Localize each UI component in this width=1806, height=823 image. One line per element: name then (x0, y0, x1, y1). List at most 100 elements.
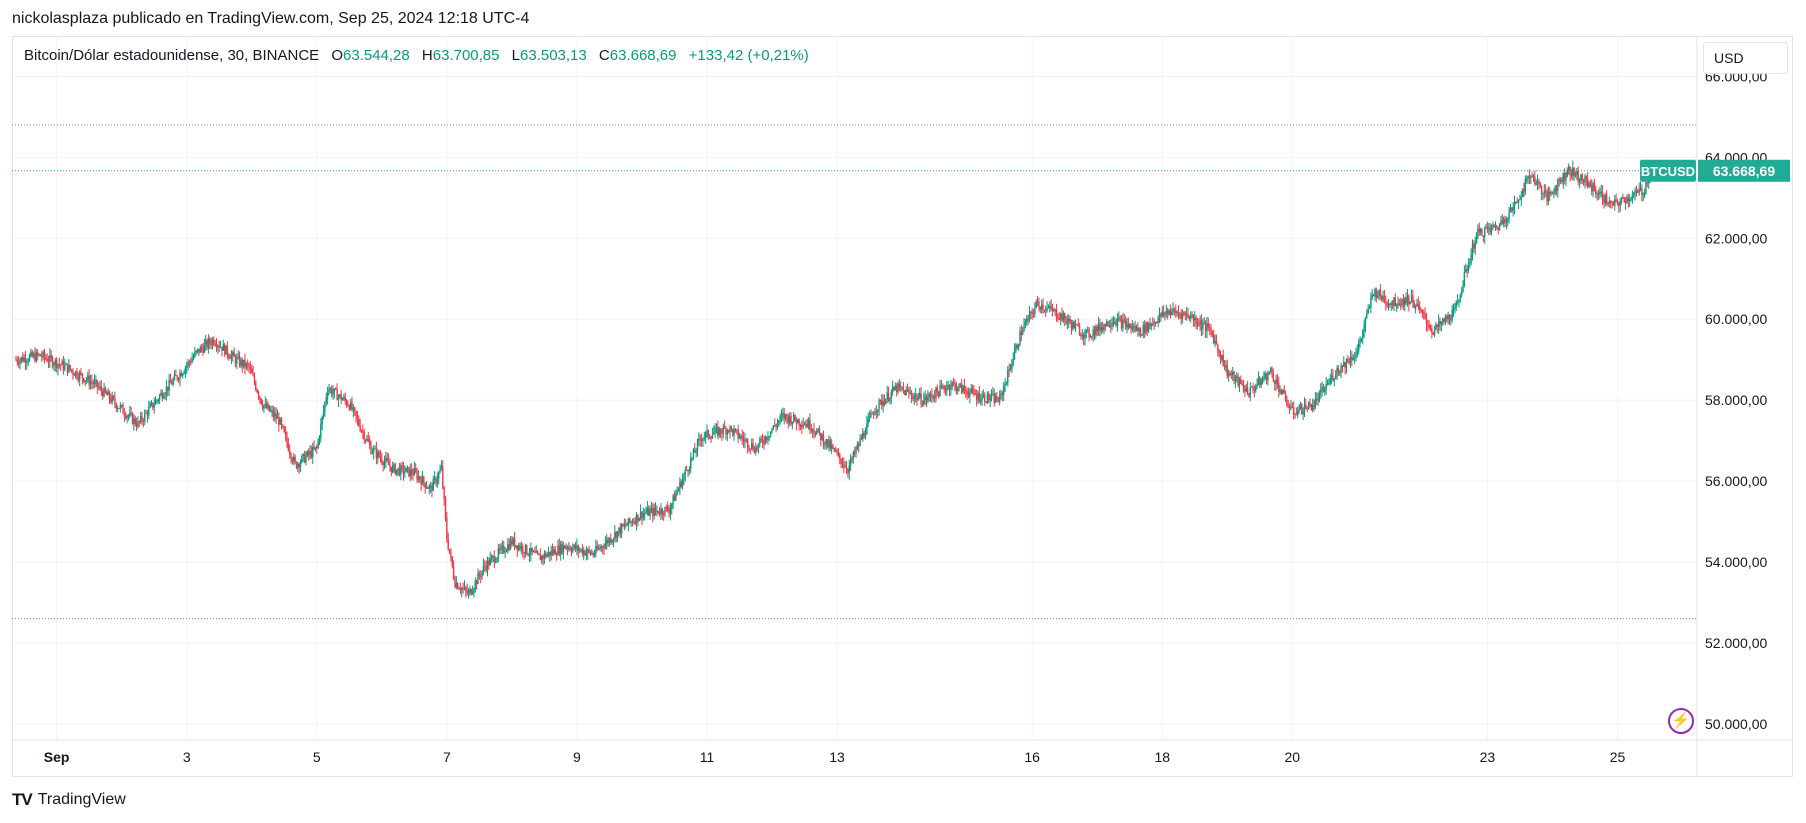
candle-body (473, 589, 475, 592)
candle-body (1343, 362, 1345, 367)
candle-body (427, 487, 429, 489)
candle-body (558, 545, 561, 554)
candle-body (882, 401, 884, 406)
candle-body (371, 452, 374, 454)
candle-body (1585, 176, 1588, 180)
candle-body (709, 437, 711, 439)
candle-body (1168, 310, 1170, 315)
candle-body (1484, 228, 1486, 237)
candle-body (561, 543, 563, 553)
candle-body (446, 517, 448, 540)
lightning-icon[interactable]: ⚡ (1668, 708, 1694, 734)
candle-body (303, 453, 306, 463)
candle-body (733, 429, 735, 435)
candle-body (405, 467, 407, 472)
candle-body (271, 410, 273, 412)
candle-body (204, 340, 207, 345)
candle-body (344, 397, 346, 401)
candle-body (622, 524, 624, 527)
candle-body (672, 495, 674, 504)
candle-body (729, 426, 731, 433)
candle-body (530, 547, 532, 555)
candle-body (1049, 305, 1051, 308)
candle-body (1607, 203, 1609, 205)
candle-body (1218, 350, 1220, 354)
candle-body (1286, 399, 1288, 406)
candle-body (463, 587, 466, 589)
candle-body (1157, 317, 1159, 323)
candle-body (1287, 405, 1289, 407)
candle-body (1379, 289, 1382, 297)
candle-body (47, 361, 50, 363)
candle-body (1046, 307, 1048, 311)
candle-body (1230, 373, 1233, 376)
candle-body (228, 354, 230, 358)
candle-body (851, 458, 853, 460)
candle-body (1639, 188, 1642, 190)
candle-body (539, 554, 542, 561)
candle-body (721, 432, 723, 434)
candle-body (627, 518, 630, 526)
candle-body (734, 429, 737, 431)
candle-body (1488, 228, 1490, 230)
candle-body (620, 524, 623, 534)
candle-body (321, 416, 323, 424)
candle-body (528, 554, 531, 556)
candle-body (1344, 362, 1346, 368)
candle-body (856, 444, 859, 449)
candle-body (432, 479, 435, 491)
candle-body (1410, 295, 1413, 302)
candle-body (1357, 343, 1360, 352)
candle-body (111, 396, 113, 402)
candle-body (977, 392, 979, 400)
candle-body (1012, 358, 1014, 364)
candle-body (993, 393, 995, 403)
candle-body (1418, 306, 1421, 310)
candle-body (72, 370, 74, 374)
candle-body (1429, 327, 1432, 329)
candle-body (1459, 294, 1462, 301)
candle-body (297, 463, 299, 468)
candle-body (684, 469, 687, 476)
candle-body (612, 538, 615, 541)
currency-button[interactable]: USD (1703, 42, 1788, 74)
candle-body (798, 419, 800, 426)
candle-body (165, 386, 168, 395)
chart-frame[interactable] (12, 36, 1793, 777)
candle-body (1028, 312, 1031, 321)
candle-body (1381, 296, 1383, 300)
candle-body (507, 544, 509, 551)
candle-body (966, 391, 968, 395)
candle-body (848, 465, 850, 473)
candle-body (452, 566, 455, 579)
candle-body (1605, 195, 1608, 204)
price-tick-label: 52.000,00 (1705, 635, 1767, 651)
candle-body (1236, 376, 1238, 378)
candle-body (316, 447, 318, 449)
candle-body (187, 361, 189, 366)
candle-body (515, 545, 517, 548)
candle-body (484, 565, 486, 567)
candles (15, 160, 1651, 599)
candle-body (1611, 202, 1613, 204)
candle-body (1007, 369, 1009, 384)
candle-body (22, 357, 24, 362)
candle-body (1481, 229, 1483, 236)
candle-body (661, 508, 663, 515)
candle-body (799, 425, 802, 427)
candle-body (1442, 318, 1444, 322)
candle-body (990, 394, 993, 399)
candle-body (240, 359, 242, 366)
candle-body (524, 544, 527, 554)
candle-body (1463, 272, 1466, 286)
candle-body (1324, 388, 1326, 392)
candle-body (698, 438, 700, 441)
candle-body (1207, 323, 1210, 328)
candle-body (1340, 365, 1342, 373)
candle-body (448, 548, 451, 553)
candle-body (263, 405, 265, 409)
candle-body (784, 414, 787, 419)
candle-body (152, 402, 154, 408)
candle-body (996, 396, 998, 401)
